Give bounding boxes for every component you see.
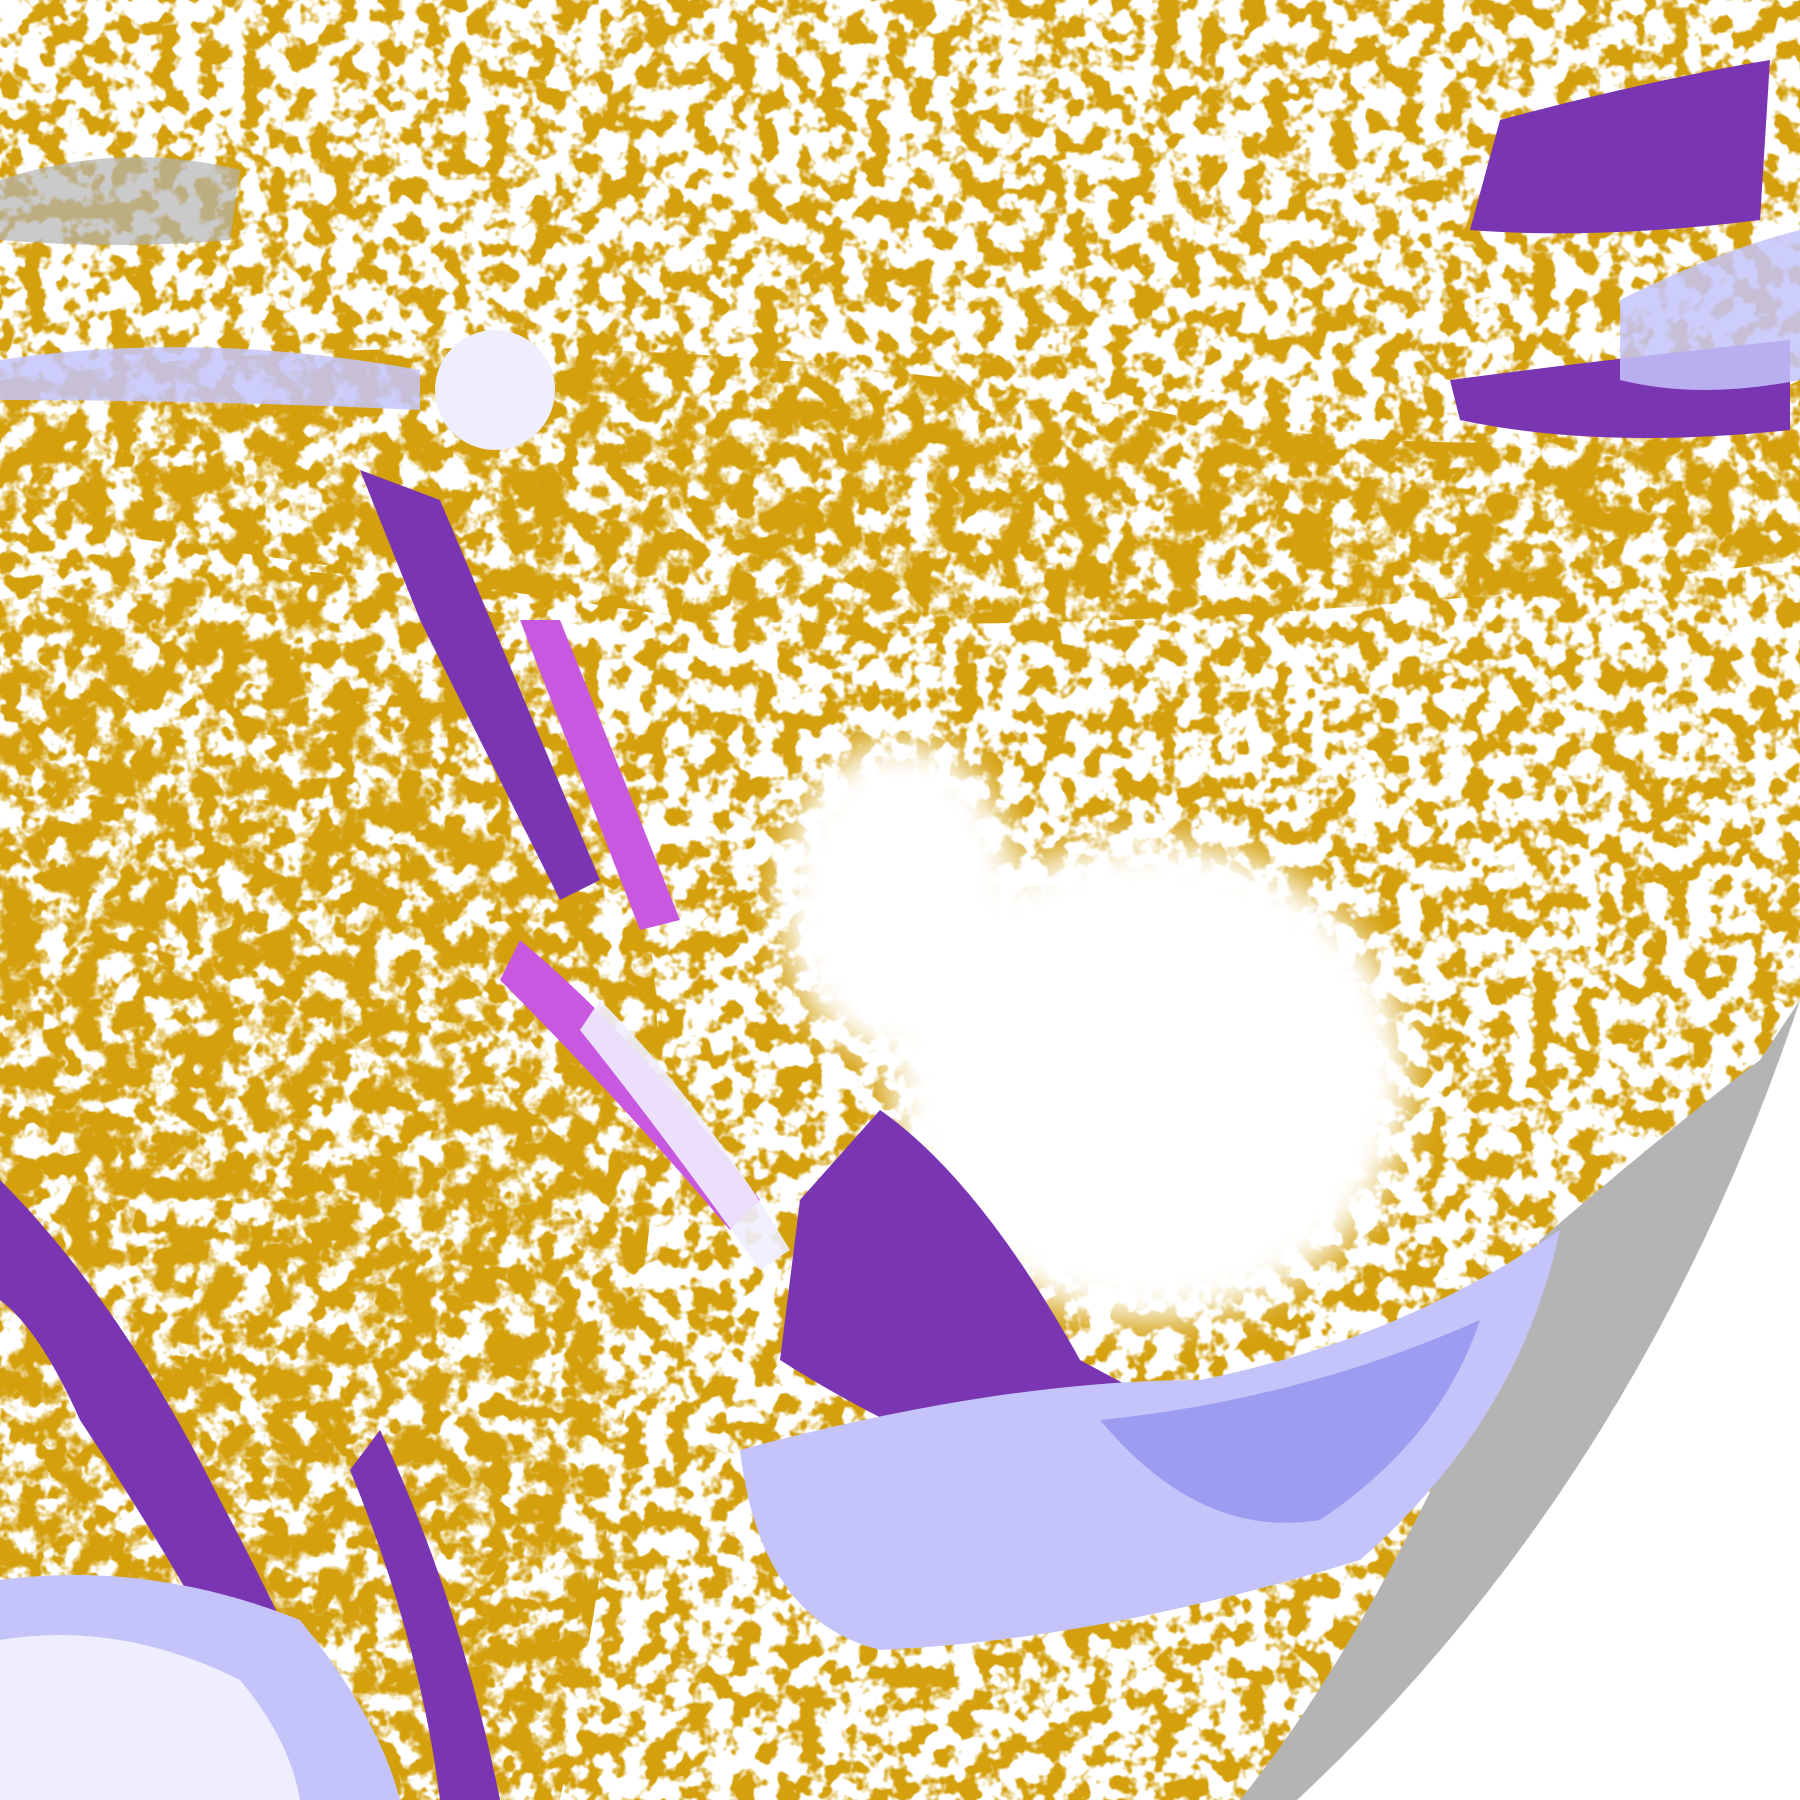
- periwinkle-cloud-south: [1100, 1320, 1480, 1523]
- purple-band-northeast: [1470, 60, 1770, 234]
- gray-cloud-northwest: [0, 157, 240, 245]
- clear-region-center: [890, 840, 1410, 1320]
- magenta-band-west: [520, 620, 680, 930]
- clear-region-north: [780, 740, 1020, 1060]
- lavender-cloud-north: [0, 347, 420, 410]
- purple-band-southwest-2: [350, 1430, 500, 1800]
- pale-cloud-cell: [435, 330, 555, 450]
- pale-cloud-southwest: [0, 1635, 300, 1800]
- purple-band-west: [360, 470, 600, 900]
- pale-streak-center: [580, 1000, 790, 1270]
- lavender-cloud-northeast: [1620, 230, 1800, 390]
